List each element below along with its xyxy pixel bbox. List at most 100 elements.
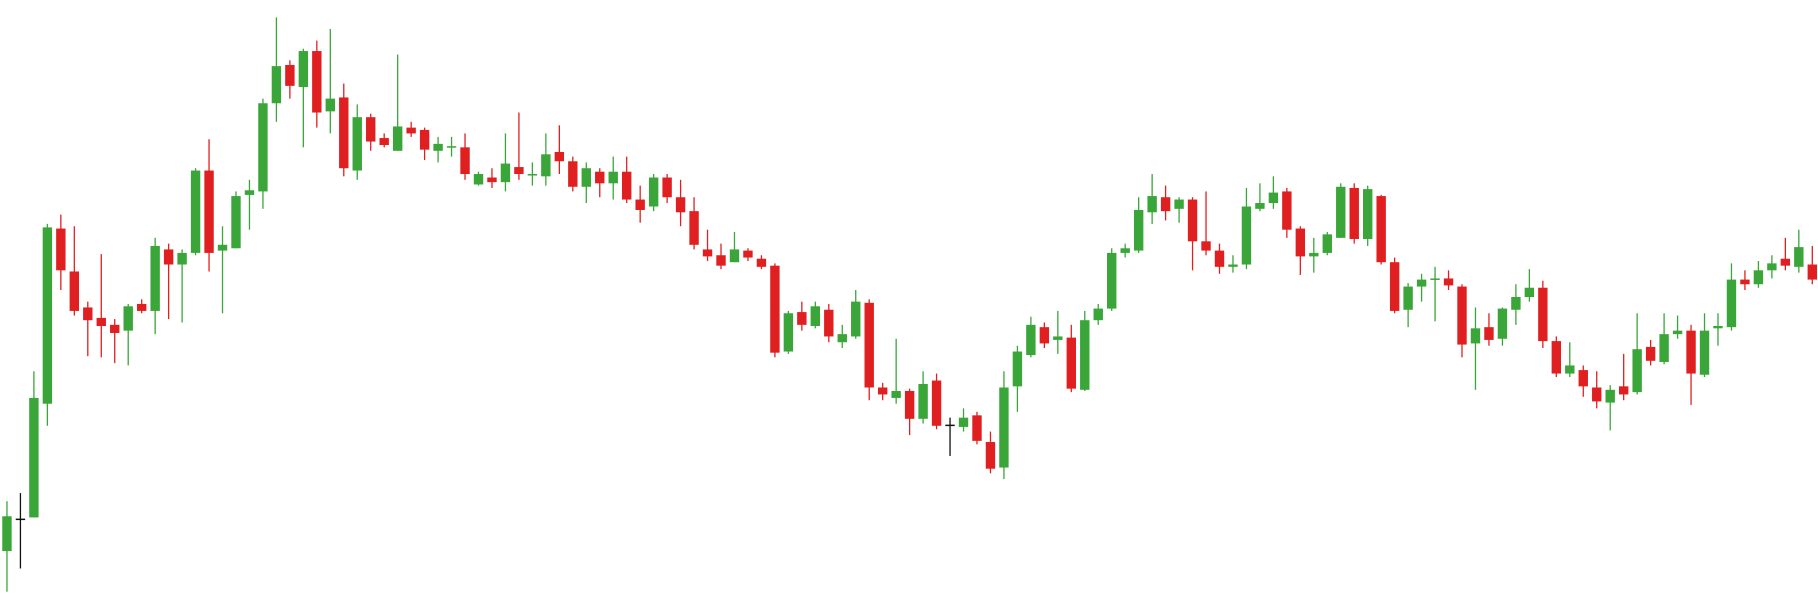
- candle-body: [69, 271, 80, 311]
- candle-body: [500, 163, 511, 183]
- candle-body: [1107, 252, 1117, 309]
- candle-body: [648, 177, 659, 207]
- candle-body: [581, 168, 591, 187]
- candle-body: [1511, 297, 1521, 310]
- candle-body: [83, 307, 93, 321]
- candle-body: [1632, 349, 1642, 393]
- candle-body: [1470, 328, 1481, 344]
- candle-body: [1336, 186, 1346, 238]
- candle-body: [985, 442, 996, 469]
- candle-body: [1740, 279, 1750, 285]
- candle-body: [1322, 234, 1332, 253]
- candle-body: [123, 306, 133, 331]
- candle-body: [1443, 278, 1454, 286]
- candle-body: [42, 227, 53, 404]
- candle-body: [1726, 279, 1737, 328]
- candle-body: [231, 196, 241, 249]
- candle-body: [1403, 286, 1413, 310]
- candle-body: [621, 171, 632, 200]
- candle-body: [29, 397, 39, 518]
- candle-body: [743, 250, 753, 258]
- candle-body: [1484, 327, 1494, 340]
- candle-body: [1362, 189, 1373, 239]
- candle-body: [1538, 287, 1548, 342]
- candle-body: [1282, 191, 1292, 230]
- candle-body: [595, 171, 605, 184]
- candle-body: [999, 387, 1009, 468]
- candle-body: [406, 127, 416, 134]
- candle-body: [258, 103, 268, 192]
- candle-body: [339, 97, 349, 169]
- candle-body: [1228, 264, 1238, 267]
- candle-body: [325, 98, 336, 112]
- candle-body: [608, 171, 618, 184]
- candle-body: [1039, 327, 1050, 344]
- candle-body: [1497, 308, 1508, 339]
- candle-body: [972, 415, 982, 441]
- candle-body: [163, 249, 174, 265]
- candle-body: [514, 167, 524, 175]
- candle-body: [891, 390, 901, 398]
- candle-body: [702, 249, 713, 257]
- candle-body: [392, 126, 403, 151]
- candle-body: [1376, 196, 1386, 263]
- candle-body: [1672, 330, 1683, 335]
- candle-body: [1578, 370, 1588, 387]
- candle-body: [918, 384, 928, 419]
- candle-body: [56, 228, 66, 271]
- candle-body: [1080, 320, 1090, 390]
- candle-body: [1389, 262, 1400, 311]
- candle-body: [1241, 206, 1252, 265]
- candle-body: [1416, 279, 1427, 287]
- candle-body: [2, 516, 12, 552]
- candle-body: [1268, 192, 1279, 204]
- candle-body: [958, 417, 969, 427]
- candle-body: [1026, 324, 1036, 356]
- candle-body: [1349, 187, 1359, 239]
- candle-body: [312, 51, 322, 113]
- candle-body: [1457, 286, 1467, 345]
- candle-body: [473, 174, 484, 185]
- candle-body: [1133, 209, 1144, 251]
- candle-body: [366, 117, 376, 142]
- candle-body: [1255, 203, 1265, 209]
- candle-body: [204, 170, 214, 253]
- candle-body: [1295, 228, 1306, 257]
- candle-body: [716, 255, 726, 266]
- candle-body: [96, 317, 106, 327]
- candle-body: [15, 518, 26, 521]
- candle-body: [675, 197, 686, 213]
- candle-body: [837, 334, 847, 343]
- candle-body: [110, 324, 120, 333]
- candle-body: [527, 174, 538, 176]
- candle-body: [150, 245, 160, 311]
- candle-body: [1309, 252, 1319, 257]
- candle-body: [662, 177, 672, 198]
- candle-body: [1767, 263, 1777, 271]
- candle-body: [756, 258, 767, 267]
- candle-body: [285, 64, 295, 86]
- candle-body: [1659, 334, 1669, 362]
- candle-body: [244, 190, 255, 195]
- candle-body: [945, 424, 955, 427]
- candle-body: [1686, 330, 1696, 374]
- candle-body: [379, 138, 389, 146]
- candle-body: [298, 51, 309, 88]
- candle-body: [931, 380, 942, 426]
- candle-body: [1430, 278, 1440, 280]
- candle-body: [1524, 287, 1535, 297]
- candle-body: [433, 143, 443, 151]
- candle-body: [1592, 387, 1602, 402]
- candle-body: [568, 161, 578, 187]
- candle-body: [1174, 199, 1184, 209]
- candle-body: [1187, 199, 1198, 242]
- candle-body: [1713, 326, 1723, 329]
- candle-body: [1753, 270, 1764, 285]
- candle-body: [1794, 247, 1804, 267]
- candle-body: [851, 301, 861, 337]
- candle-body: [877, 387, 888, 395]
- candle-body: [1645, 346, 1656, 361]
- candle-body: [1201, 241, 1211, 251]
- candle-body: [1147, 196, 1157, 213]
